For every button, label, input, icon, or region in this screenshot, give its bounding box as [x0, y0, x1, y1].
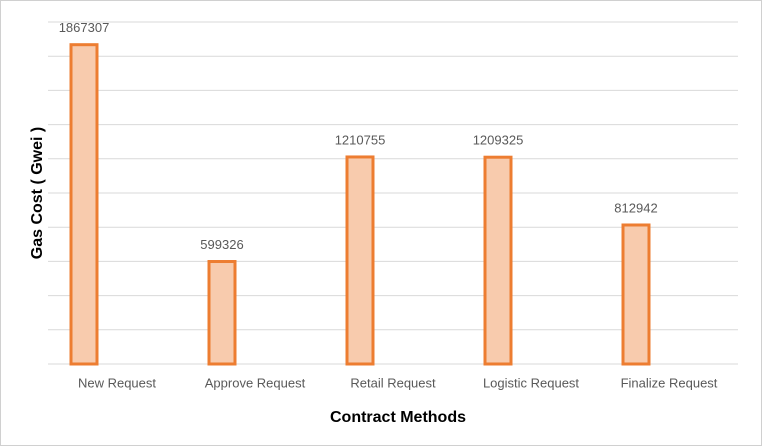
x-tick-label: New Request — [78, 375, 156, 390]
bar — [69, 43, 99, 366]
bar — [483, 155, 513, 366]
bar — [345, 155, 375, 366]
bar — [207, 260, 237, 366]
x-axis-title: Contract Methods — [330, 409, 466, 426]
x-tick-label: Retail Request — [350, 375, 436, 390]
x-tick-label: Finalize Request — [621, 375, 718, 390]
value-label: 1210755 — [335, 132, 386, 147]
value-label: 1867307 — [59, 20, 110, 35]
value-label: 1209325 — [473, 133, 524, 148]
x-tick-label: Approve Request — [205, 375, 306, 390]
value-label: 812942 — [614, 200, 657, 215]
bar — [621, 223, 651, 366]
x-tick-label: Logistic Request — [483, 375, 579, 390]
y-axis-title: Gas Cost ( Gwei ) — [29, 127, 46, 259]
value-label: 599326 — [200, 237, 243, 252]
